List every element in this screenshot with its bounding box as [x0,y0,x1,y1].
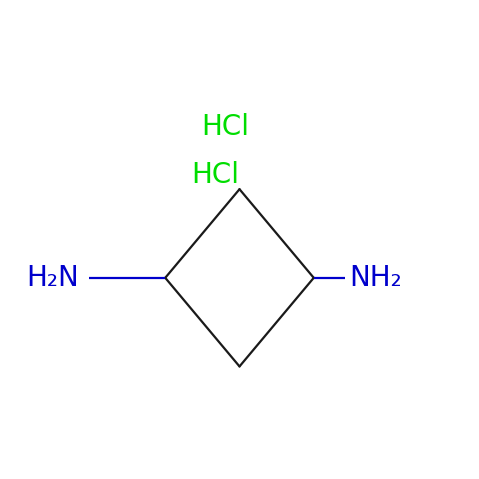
Text: HCl: HCl [201,113,249,141]
Text: NH₂: NH₂ [350,264,402,292]
Text: H₂N: H₂N [26,264,79,292]
Text: HCl: HCl [192,161,240,189]
